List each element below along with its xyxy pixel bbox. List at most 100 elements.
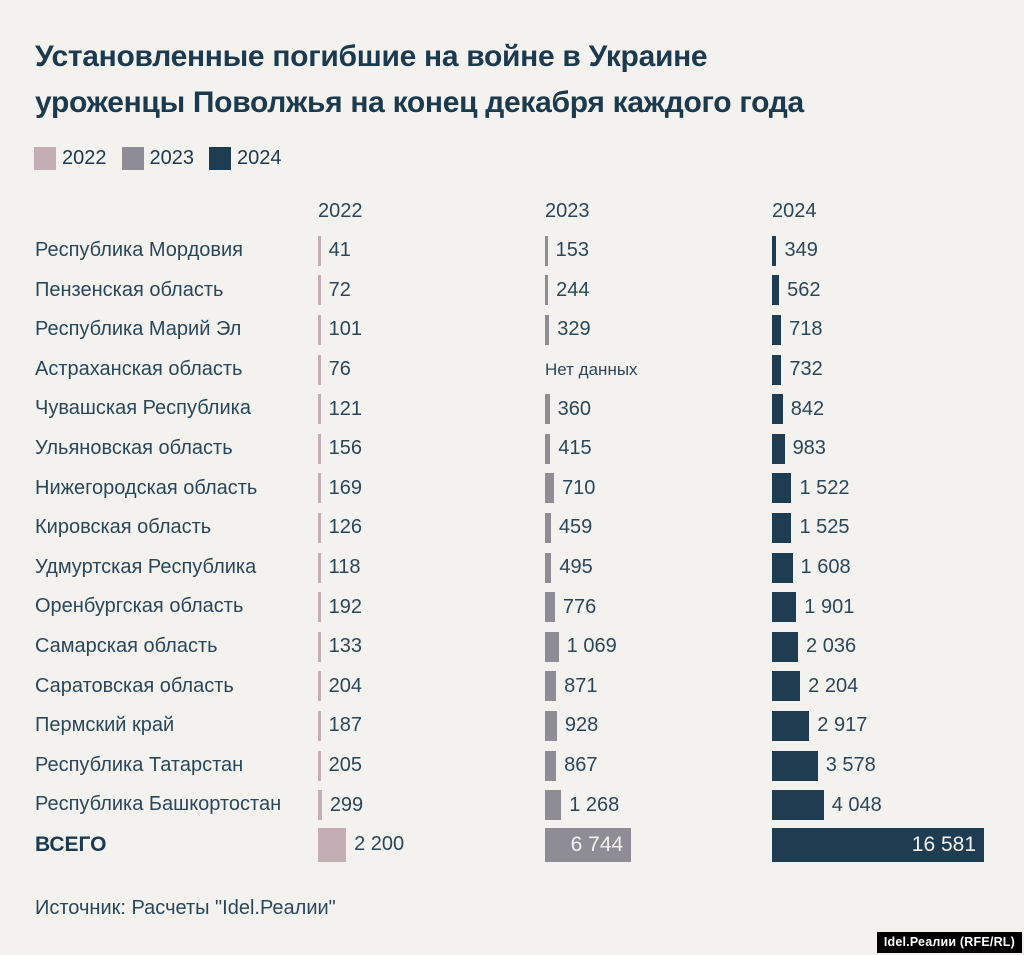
region-label: Ульяновская область	[35, 436, 233, 459]
cell-2024: 2 036	[772, 627, 856, 667]
cell-2023: 867	[545, 746, 597, 786]
value-2023: 329	[557, 318, 591, 341]
cell-2022: 133	[318, 627, 362, 667]
cell-2024: 1 901	[772, 587, 854, 627]
cell-2022: 72	[318, 271, 351, 311]
bar-2023	[545, 671, 557, 702]
legend-label-2024: 2024	[237, 147, 282, 169]
table-row: Республика Татарстан 205 867 3 578	[0, 746, 1024, 786]
value-2024: 1 522	[799, 476, 850, 499]
table-row: Удмуртская Республика 118 495 1 608	[0, 548, 1024, 588]
bar-2023	[545, 710, 557, 741]
bar-2024	[772, 354, 782, 385]
value-2023: 928	[564, 714, 599, 737]
bar-2024	[772, 314, 782, 345]
total-row: ВСЕГО 2 200 6 744 16 581	[0, 825, 1024, 865]
cell-2024: 3 578	[772, 746, 876, 786]
cell-2023: 329	[545, 310, 591, 350]
cell-2024: 1 525	[772, 508, 850, 548]
bar-2023	[545, 394, 550, 425]
no-data-label: Нет данных	[545, 359, 638, 379]
bar-2022	[318, 394, 321, 425]
value-2022: 126	[328, 516, 362, 539]
cell-2023: 495	[545, 548, 593, 588]
bar-2024	[772, 473, 792, 504]
region-label: Саратовская область	[35, 674, 234, 697]
bar-2024	[772, 592, 797, 623]
cell-2023: Нет данных	[545, 350, 638, 390]
cell-2024: 983	[772, 429, 826, 469]
source-note: Источник: Расчеты "Idel.Реалии"	[35, 897, 336, 919]
value-2022: 76	[328, 358, 351, 381]
value-2022: 121	[328, 397, 362, 420]
value-2022: 72	[328, 278, 351, 301]
bar-2023: 6 744	[545, 827, 632, 862]
cell-2023: 928	[545, 706, 598, 746]
region-label: Удмуртская Республика	[35, 555, 257, 578]
bar-2024	[772, 790, 824, 821]
legend-label-2023: 2023	[149, 147, 195, 169]
legend-swatch-2023	[121, 147, 144, 170]
cell-2024: 16 581	[772, 825, 984, 865]
value-2023: 495	[559, 556, 593, 579]
cell-2024: 4 048	[772, 785, 882, 825]
value-2023: 776	[562, 595, 597, 618]
bar-2024	[772, 750, 818, 781]
legend-label-2022: 2022	[62, 147, 107, 169]
value-2024: 1 901	[804, 595, 855, 618]
cell-2022: 118	[318, 548, 360, 588]
bar-2024	[772, 671, 801, 702]
cell-2022: 169	[318, 469, 362, 509]
value-2023: 710	[562, 476, 596, 499]
value-2023: 1 069	[566, 635, 617, 658]
bar-2022	[318, 750, 321, 781]
cell-2022: 121	[318, 389, 362, 429]
cell-2023: 776	[545, 587, 596, 627]
cell-2024: 842	[772, 389, 824, 429]
value-2024: 1 525	[799, 516, 850, 539]
region-label: Астраханская область	[35, 357, 243, 380]
table-row: Республика Марий Эл 101 329 718	[0, 310, 1024, 350]
cell-2024: 732	[772, 350, 823, 390]
value-2023: 244	[556, 278, 590, 301]
bar-2023	[545, 473, 555, 504]
cell-2022: 126	[318, 508, 362, 548]
value-2022: 2 200	[354, 833, 405, 856]
value-2022: 118	[328, 556, 361, 579]
region-label: Республика Башкортостан	[35, 793, 282, 816]
cell-2023: 244	[545, 271, 589, 311]
bar-2022	[318, 354, 321, 385]
bar-2023	[545, 790, 562, 821]
table-row: Пермский край 187 928 2 917	[0, 706, 1024, 746]
bar-2022	[318, 631, 321, 662]
region-label: Чувашская Республика	[35, 397, 251, 420]
value-2024: 16 581	[911, 832, 976, 856]
cell-2024: 1 522	[772, 469, 850, 509]
cell-2023: 6 744	[545, 825, 632, 865]
bar-2023	[545, 433, 551, 464]
value-2022: 187	[328, 714, 362, 737]
bar-2023	[545, 592, 555, 623]
region-label: Оренбургская область	[35, 595, 244, 618]
cell-2022: 204	[318, 667, 362, 707]
bar-2024	[772, 433, 785, 464]
cell-2022: 156	[318, 429, 362, 469]
bar-2024	[772, 235, 777, 266]
bar-2023	[545, 631, 559, 662]
region-label: Республика Марий Эл	[35, 318, 242, 341]
table-row: Чувашская Республика 121 360 842	[0, 389, 1024, 429]
column-header-2024: 2024	[772, 200, 817, 222]
table-row: Саратовская область 204 871 2 204	[0, 667, 1024, 707]
bar-2022	[318, 512, 321, 543]
bar-2024	[772, 552, 793, 583]
bar-2022	[318, 710, 321, 741]
chart-title-line2: уроженцы Поволжья на конец декабря каждо…	[35, 86, 804, 119]
bar-2023	[545, 552, 552, 583]
cell-2022: 101	[318, 310, 362, 350]
chart-title: Установленные погибшие на войне в Украин…	[35, 34, 804, 126]
value-2023: 1 268	[569, 793, 620, 816]
bar-2022	[318, 827, 347, 862]
cell-2023: 710	[545, 469, 595, 509]
bar-2023	[545, 275, 549, 306]
total-label: ВСЕГО	[35, 832, 107, 856]
